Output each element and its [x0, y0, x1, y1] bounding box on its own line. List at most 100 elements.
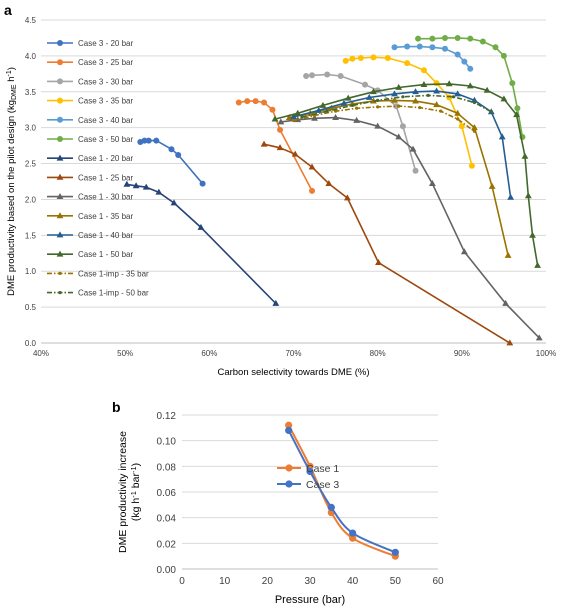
chart-a-data-point: [309, 187, 316, 194]
chart-a-data-point: [529, 231, 536, 238]
chart-a-data-point: [290, 113, 297, 120]
chart-a-data-point: [467, 35, 474, 42]
chart-a-legend-item: Case 3 - 20 bar: [47, 39, 133, 48]
chart-a-data-point: [472, 100, 477, 105]
chart-a-data-point: [404, 60, 411, 67]
chart-a-legend-label: Case 1-imp - 35 bar: [78, 269, 149, 278]
chart-a-series-line: [274, 83, 539, 266]
chart-a-data-point: [291, 118, 296, 123]
chart-a-data-point: [420, 81, 428, 87]
chart-a-series-14: [300, 93, 493, 119]
panel-a-label: a: [4, 2, 12, 18]
chart-a-data-point: [391, 96, 398, 103]
chart-b-legend-marker: [285, 464, 293, 472]
chart-a-data-point: [409, 145, 417, 152]
chart-a-y-label-end: ): [6, 67, 17, 70]
chart-a-series-line: [280, 116, 540, 339]
chart-a-y-tick-label: 2.5: [25, 160, 37, 169]
chart-a-legend-item: Case 3 - 25 bar: [47, 58, 133, 67]
chart-a-data-point: [333, 109, 338, 113]
chart-b-data-point: [349, 529, 357, 537]
chart-a-data-point: [471, 96, 478, 103]
chart-a-data-point: [467, 65, 474, 72]
chart-a-legend-marker: [56, 154, 64, 161]
chart-a-data-point: [300, 115, 304, 119]
chart-a-data-point: [370, 54, 377, 61]
chart-a-data-point: [429, 44, 436, 51]
chart-a-data-point: [342, 57, 349, 64]
chart-b-y-label-sup2: -1: [129, 466, 138, 473]
chart-b-legend: Case 1 Case 3: [277, 463, 339, 491]
chart-a-legend-marker: [56, 193, 64, 199]
chart-a-data-point: [308, 163, 316, 170]
chart-a-data-point: [446, 94, 453, 101]
chart-a-data-point: [141, 137, 148, 144]
chart-a-data-point: [395, 133, 403, 140]
chart-a-data-point: [315, 106, 323, 113]
chart-b-y-tick-label: 0.00: [157, 565, 177, 576]
chart-b-x-label: Pressure (bar): [275, 594, 345, 606]
chart-a-y-tick-label: 4.0: [25, 52, 37, 61]
chart-a: 0.0 0.5 1.0 1.5 2.0 2.5 3.0 3.5 4.0 4.5 40% 50% 60% 7…: [6, 16, 556, 378]
chart-a-series-10: [285, 96, 512, 258]
chart-a-data-point: [524, 192, 532, 199]
chart-a-axes: 0.0 0.5 1.0 1.5 2.0 2.5 3.0 3.5 4.0 4.5 40% 50% 60% 7…: [25, 16, 556, 358]
chart-a-data-point: [271, 115, 279, 122]
chart-a-data-point: [489, 110, 493, 114]
chart-a-x-tick-label: 70%: [285, 349, 301, 358]
chart-b-y-tick-label: 0.08: [157, 462, 177, 473]
chart-a-data-point: [303, 72, 310, 79]
chart-a-legend-label: Case 3 - 40 bar: [78, 116, 133, 125]
chart-a-data-point: [504, 251, 512, 258]
chart-a-data-point: [397, 104, 401, 108]
chart-a-data-point: [294, 109, 302, 116]
chart-a-legend-label: Case 1 - 35 bar: [78, 212, 133, 221]
chart-a-data-point: [391, 90, 398, 97]
chart-a-x-tick-label: 60%: [201, 349, 217, 358]
chart-a-data-point: [458, 123, 465, 130]
chart-a-data-point: [500, 52, 507, 59]
chart-a-data-point: [153, 137, 160, 144]
chart-a-data-point: [260, 140, 268, 147]
chart-a-y-label-sub: DME: [11, 84, 18, 100]
chart-a-data-point: [375, 259, 382, 266]
chart-a-data-point: [472, 129, 477, 133]
chart-a-data-point: [309, 72, 316, 79]
chart-a-series-12: [271, 80, 541, 268]
chart-a-series-1: [137, 137, 206, 187]
chart-a-series-line: [293, 90, 512, 198]
chart-a-data-point: [393, 103, 400, 110]
chart-b-legend-marker: [285, 480, 293, 488]
chart-a-data-point: [277, 118, 285, 125]
chart-a-legend-marker: [57, 78, 63, 85]
chart-a-data-point: [384, 55, 391, 62]
chart-a-data-point: [395, 83, 403, 90]
chart-a-data-point: [451, 95, 456, 99]
chart-a-x-tick-label: 80%: [370, 349, 386, 358]
chart-a-data-point: [235, 99, 242, 106]
chart-a-y-tick-label: 1.0: [25, 267, 37, 276]
chart-a-data-point: [439, 109, 443, 113]
chart-a-legend-marker: [57, 136, 63, 142]
chart-a-y-tick-label: 0.0: [25, 339, 37, 348]
chart-a-series-line: [301, 94, 492, 118]
chart-a-data-point: [454, 34, 461, 41]
chart-a-data-point: [428, 180, 436, 187]
chart-a-data-point: [319, 101, 327, 108]
chart-a-data-point: [433, 101, 440, 108]
chart-a-data-point: [507, 193, 515, 200]
chart-a-legend-marker: [57, 97, 63, 104]
chart-a-legend-label: Case 1 - 20 bar: [78, 154, 133, 163]
chart-a-x-tick-label: 50%: [117, 349, 133, 358]
chart-a-legend-marker: [56, 212, 64, 219]
chart-a-series: [123, 34, 543, 346]
chart-a-legend-marker: [56, 173, 64, 180]
chart-a-y-label-main: DME productivity based on the pilot desi…: [6, 100, 17, 296]
chart-b-data-point: [391, 548, 399, 556]
chart-a-data-point: [401, 95, 405, 99]
chart-a-data-point: [132, 182, 140, 189]
chart-a-data-point: [502, 299, 509, 306]
chart-a-series-9: [277, 114, 543, 341]
chart-a-data-point: [370, 88, 377, 95]
